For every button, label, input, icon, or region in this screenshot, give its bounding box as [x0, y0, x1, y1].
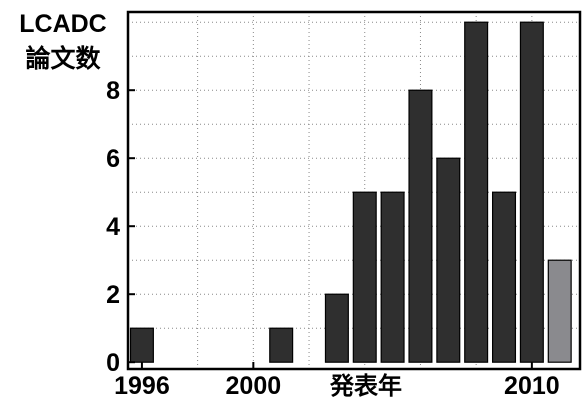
y-axis-label-line2: 論文数 — [25, 45, 101, 73]
y-tick-label: 0 — [106, 349, 120, 377]
y-axis-ticks: 0 2 4 6 8 — [106, 77, 135, 377]
x-axis-label: 発表年 — [329, 372, 402, 400]
bar-2006 — [408, 89, 433, 363]
y-tick-label: 4 — [106, 213, 120, 241]
bar-2008 — [464, 21, 489, 363]
x-axis-ticks: 1996 2000 2010 — [114, 362, 560, 400]
bar-2010 — [519, 21, 544, 363]
y-tick-label: 8 — [106, 77, 120, 105]
y-tick-label: 2 — [106, 281, 120, 309]
bar-2005 — [380, 191, 405, 363]
bar-2011 — [547, 259, 572, 363]
bars — [129, 21, 572, 363]
bar-2001 — [269, 327, 294, 363]
bar-2007 — [436, 157, 461, 363]
bar-2003 — [324, 293, 349, 363]
x-tick-label: 2000 — [226, 372, 282, 400]
y-axis-label-line1: LCADC — [19, 10, 107, 38]
x-tick-label: 1996 — [114, 372, 170, 400]
x-tick-label: 2010 — [504, 372, 560, 400]
bar-2004 — [352, 191, 377, 363]
bar-2009 — [491, 191, 517, 363]
y-tick-label: 6 — [106, 145, 120, 173]
plot-frame — [126, 10, 582, 371]
bar-1996 — [129, 327, 154, 363]
